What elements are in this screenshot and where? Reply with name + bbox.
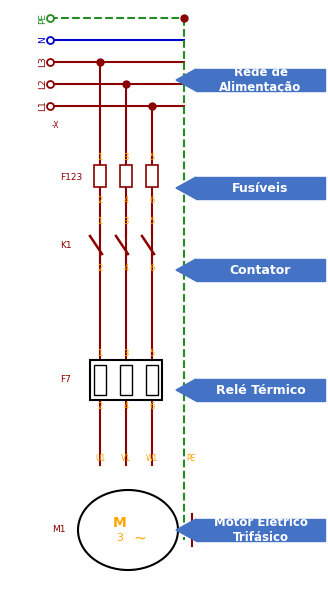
Text: Motor Elétrico
Trifásico: Motor Elétrico Trifásico <box>214 516 307 544</box>
Text: L3: L3 <box>38 56 47 67</box>
Text: 2: 2 <box>97 196 103 205</box>
Text: 6: 6 <box>149 196 155 205</box>
Polygon shape <box>176 69 196 91</box>
Text: M1: M1 <box>52 525 66 534</box>
Text: 6: 6 <box>149 264 155 273</box>
Text: -X: -X <box>52 121 60 130</box>
FancyBboxPatch shape <box>94 165 106 187</box>
Text: F7: F7 <box>60 376 71 385</box>
Text: 4: 4 <box>123 264 129 273</box>
FancyBboxPatch shape <box>94 365 106 395</box>
Text: N: N <box>38 37 47 43</box>
Text: 1: 1 <box>97 349 103 358</box>
Text: F123: F123 <box>60 174 82 183</box>
Text: ~: ~ <box>133 531 146 546</box>
Polygon shape <box>176 259 196 281</box>
Text: 5: 5 <box>149 153 154 162</box>
Text: 3: 3 <box>123 217 129 226</box>
Text: Rede de
Alimentação: Rede de Alimentação <box>219 66 302 94</box>
Text: 6: 6 <box>149 402 155 411</box>
Text: Relé Térmico: Relé Térmico <box>215 383 305 397</box>
Text: 2: 2 <box>97 402 103 411</box>
Text: L2: L2 <box>38 79 47 90</box>
Text: PE: PE <box>186 454 195 463</box>
FancyBboxPatch shape <box>90 360 162 400</box>
Text: Fusíveis: Fusíveis <box>232 182 289 195</box>
Polygon shape <box>176 379 196 401</box>
Text: PE: PE <box>38 13 47 23</box>
Text: V1: V1 <box>121 454 131 463</box>
Text: 1: 1 <box>97 217 103 226</box>
Text: W1: W1 <box>146 454 158 463</box>
Text: 1: 1 <box>97 153 103 162</box>
Text: 3: 3 <box>123 153 129 162</box>
Text: Contator: Contator <box>230 263 291 276</box>
Text: 4: 4 <box>123 196 129 205</box>
Text: 5: 5 <box>149 349 154 358</box>
Polygon shape <box>176 177 196 199</box>
Text: M: M <box>113 516 127 530</box>
Text: 5: 5 <box>149 217 154 226</box>
Polygon shape <box>176 519 196 541</box>
FancyBboxPatch shape <box>120 365 132 395</box>
Text: K1: K1 <box>60 240 72 249</box>
Text: 4: 4 <box>123 402 129 411</box>
Text: 3: 3 <box>116 533 124 543</box>
FancyBboxPatch shape <box>146 165 158 187</box>
Ellipse shape <box>78 490 178 570</box>
Text: L1: L1 <box>38 100 47 111</box>
FancyBboxPatch shape <box>146 365 158 395</box>
FancyBboxPatch shape <box>120 165 132 187</box>
Text: 3: 3 <box>123 349 129 358</box>
Text: U1: U1 <box>95 454 105 463</box>
Text: 2: 2 <box>97 264 103 273</box>
